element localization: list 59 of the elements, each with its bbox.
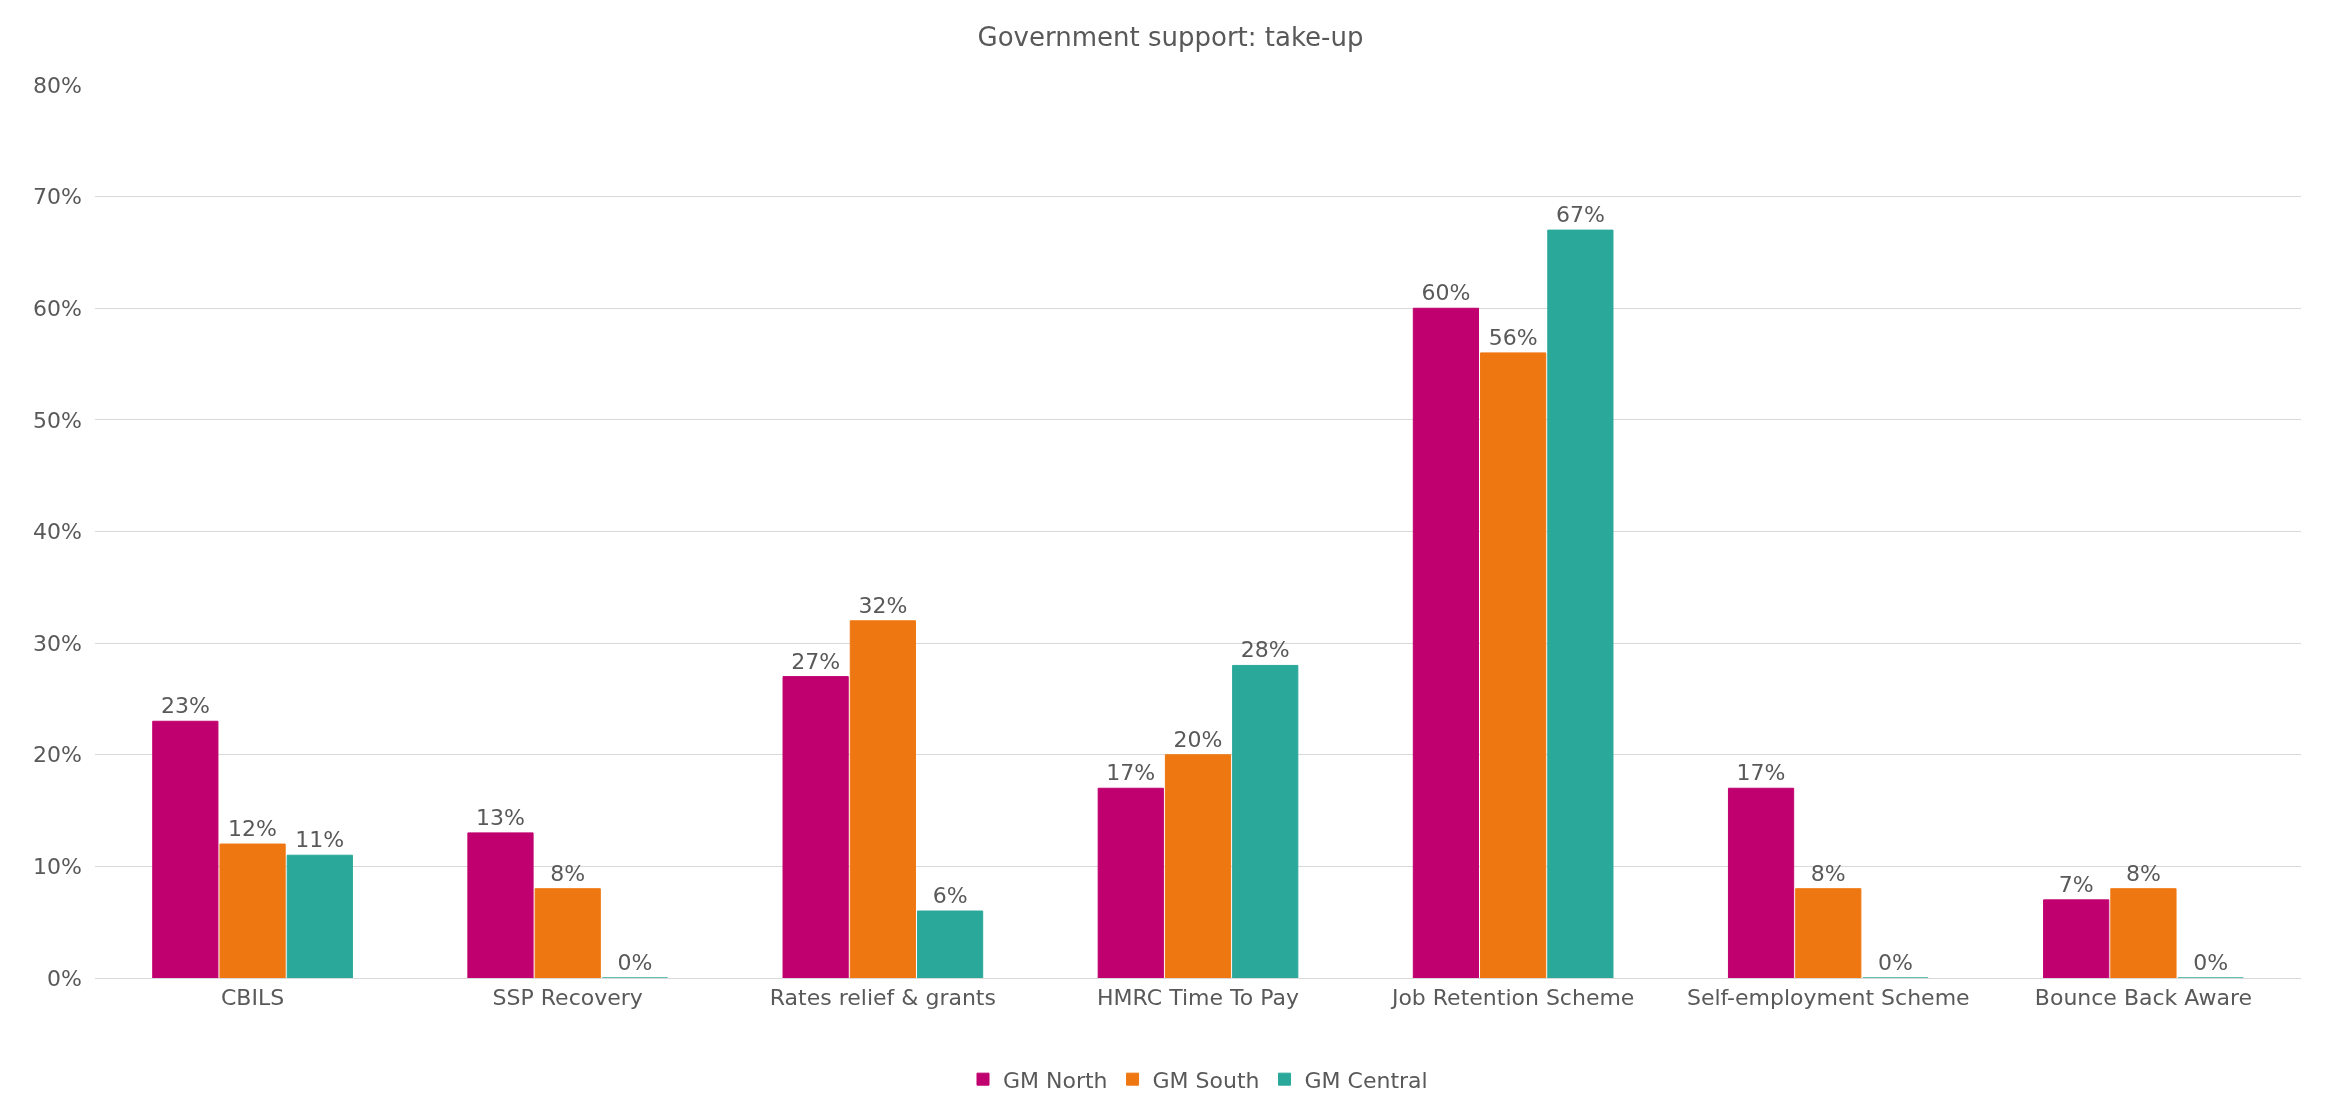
data-label: 20% (1173, 726, 1223, 752)
bar (152, 720, 219, 978)
bar (1547, 229, 1614, 978)
data-label: 13% (476, 804, 525, 830)
y-tick-label: 40% (33, 519, 82, 545)
data-label: 12% (228, 816, 278, 842)
bar (1097, 787, 1164, 978)
data-label: 11% (295, 827, 345, 853)
bar (1727, 787, 1795, 978)
y-tick-label: 80% (33, 72, 82, 98)
data-label: 17% (1736, 760, 1786, 786)
data-label: 60% (1421, 280, 1471, 306)
data-label: 8% (1810, 860, 1846, 886)
data-label: 23% (160, 693, 210, 719)
bar (916, 910, 984, 978)
bar (849, 620, 916, 978)
data-label: 0% (1878, 950, 1913, 975)
data-label: 67% (1555, 202, 1605, 228)
data-label: 27% (791, 648, 841, 674)
x-tick-label: Job Retention Scheme (1389, 985, 1635, 1011)
x-tick-label: SSP Recovery (492, 985, 643, 1011)
bar (782, 676, 849, 978)
legend-label: GM South (1152, 1067, 1260, 1093)
y-tick-label: 50% (33, 407, 82, 433)
bar (467, 832, 534, 978)
bar (219, 843, 286, 978)
data-label: 28% (1240, 637, 1290, 663)
data-label: 0% (2193, 950, 2229, 975)
x-tick-label: CBILS (220, 985, 285, 1011)
bar (1480, 352, 1547, 978)
y-tick-label: 70% (33, 184, 82, 210)
data-label: 17% (1106, 760, 1156, 786)
data-label: 8% (550, 860, 586, 886)
x-tick-label: Self-employment Scheme (1686, 985, 1970, 1011)
data-label: 8% (2125, 860, 2161, 886)
bar (1795, 888, 1862, 978)
bar (2043, 899, 2110, 978)
x-tick-label: Rates relief & grants (769, 985, 996, 1011)
data-label: 0% (617, 950, 653, 975)
data-label: 32% (858, 592, 908, 618)
bar (1164, 754, 1232, 978)
x-tick-label: HMRC Time To Pay (1097, 985, 1299, 1011)
y-tick-label: 30% (33, 630, 82, 656)
data-label: 56% (1488, 324, 1538, 350)
y-tick-label: 10% (33, 854, 82, 880)
bar (1232, 664, 1299, 978)
y-tick-label: 0% (47, 965, 82, 991)
data-label: 7% (2058, 871, 2094, 897)
bar (1412, 307, 1480, 978)
legend-label: GM North (1003, 1067, 1108, 1093)
bar (2110, 888, 2177, 978)
x-tick-label: Bounce Back Aware (2034, 985, 2253, 1011)
y-tick-label: 60% (33, 295, 82, 321)
bar (286, 854, 353, 978)
chart-title: Government support: take-up (977, 22, 1364, 52)
legend-label: GM Central (1304, 1067, 1428, 1093)
bar (534, 888, 601, 978)
data-label: 6% (932, 883, 968, 909)
y-tick-label: 20% (33, 742, 82, 768)
